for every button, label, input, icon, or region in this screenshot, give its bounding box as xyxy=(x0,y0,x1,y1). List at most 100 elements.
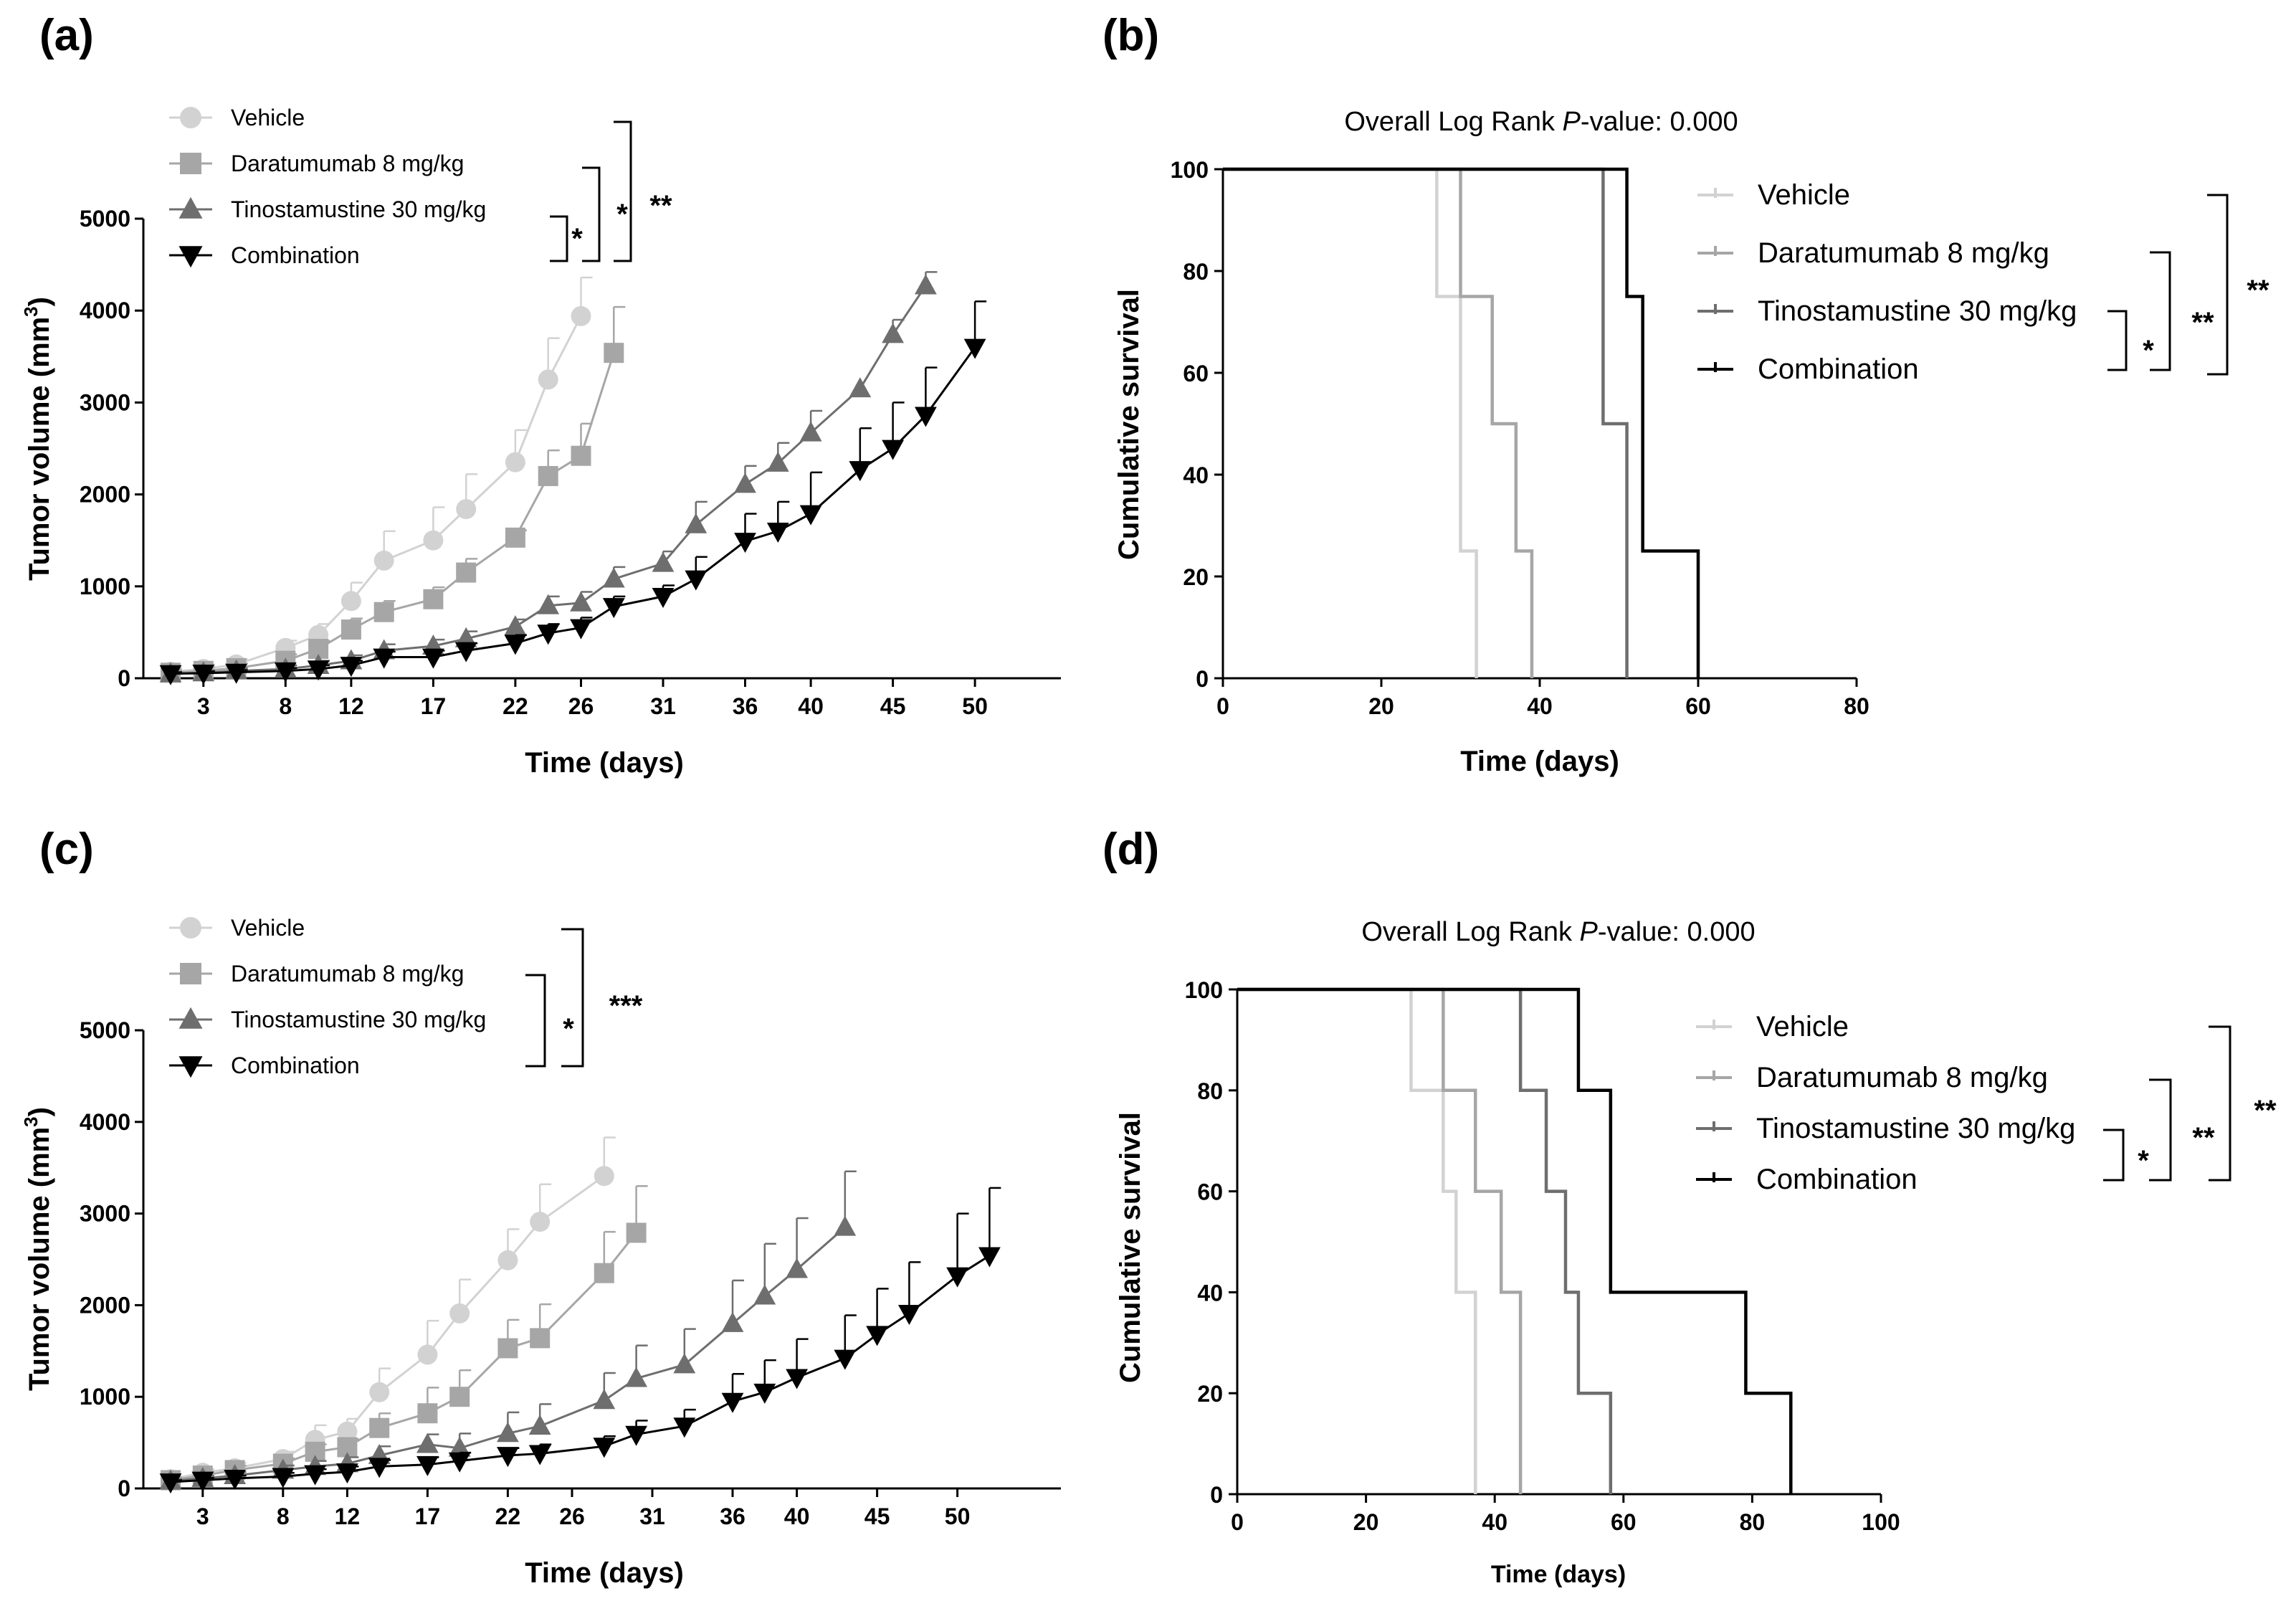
y-tick-label: 20 xyxy=(1183,564,1209,590)
data-point xyxy=(753,1284,776,1305)
x-tick-label: 36 xyxy=(720,1503,746,1529)
data-point xyxy=(307,660,330,681)
data-point xyxy=(497,1338,518,1359)
survival-curve xyxy=(1237,987,1523,1494)
y-tick-label: 0 xyxy=(1196,666,1209,692)
data-point xyxy=(178,246,203,268)
data-point xyxy=(417,1344,438,1365)
data-point xyxy=(799,421,822,442)
y-tick-label: 60 xyxy=(1183,361,1209,386)
survival-curve xyxy=(1237,987,1793,1494)
y-tick-label: 3000 xyxy=(80,1201,130,1227)
data-point xyxy=(340,619,361,640)
legend-label: Combination xyxy=(231,1053,360,1078)
data-point xyxy=(849,377,872,398)
data-point xyxy=(180,963,201,984)
data-point xyxy=(448,1452,471,1473)
data-point xyxy=(505,452,525,472)
legend: Vehicle Daratumumab 8 mg/kg Tinostamustine… xyxy=(1696,1011,2075,1195)
x-tick-label: 100 xyxy=(1862,1509,1900,1535)
data-point xyxy=(537,624,560,645)
data-point xyxy=(673,1353,696,1374)
y-tick-label: 100 xyxy=(1185,977,1223,1003)
y-tick-label: 4000 xyxy=(80,1109,130,1135)
data-point xyxy=(602,567,625,588)
panel-b-survival: (b) Overall Log Rank P-value: 0.000 0 20 4… xyxy=(1102,11,2269,777)
significance-label: ** xyxy=(2254,1095,2277,1126)
panel-c-tumor-volume: (c) 0 1000 2000 3000 4000 5000 3 8 12 17 22 26 31 36 4… xyxy=(20,825,1061,1589)
data-point xyxy=(448,1436,471,1457)
data-point xyxy=(898,1305,920,1326)
data-point xyxy=(734,472,756,493)
data-point xyxy=(530,1212,551,1232)
y-tick-label: 4000 xyxy=(80,298,130,323)
data-point xyxy=(786,1258,808,1278)
data-point xyxy=(449,1387,470,1407)
data-point xyxy=(915,407,937,427)
x-tick-label: 36 xyxy=(733,693,758,719)
data-point xyxy=(571,305,591,326)
legend-label: Tinostamustine 30 mg/kg xyxy=(1756,1113,2075,1144)
y-tick-label: 40 xyxy=(1183,462,1209,488)
legend-label: Daratumumab 8 mg/kg xyxy=(231,961,464,987)
y-tick-label: 3000 xyxy=(80,389,130,415)
data-point xyxy=(882,323,904,343)
data-point xyxy=(915,274,937,295)
x-tick-label: 60 xyxy=(1685,693,1711,719)
y-axis-title: Tumor volume (mm3) xyxy=(20,1107,55,1391)
data-point xyxy=(504,615,527,636)
x-tick-label: 80 xyxy=(1740,1509,1766,1535)
data-point xyxy=(593,1389,616,1410)
tick-labels: 0 20 40 60 80 100 0 20 40 60 80 xyxy=(1171,157,1869,719)
x-tick-label: 8 xyxy=(279,693,292,719)
data-point xyxy=(593,1438,616,1458)
data-point xyxy=(946,1267,968,1288)
significance-brackets xyxy=(2103,1025,2231,1182)
significance-label: ** xyxy=(649,190,672,222)
series-group xyxy=(159,271,987,685)
data-point xyxy=(368,1458,391,1478)
data-point xyxy=(178,1056,203,1078)
significance-label: * xyxy=(2138,1145,2149,1177)
legend-label: Vehicle xyxy=(1758,179,1850,211)
data-point xyxy=(505,527,525,548)
tick-labels: 0 1000 2000 3000 4000 5000 3 8 12 17 22 26 31 36 40 45 5… xyxy=(80,206,988,719)
x-tick-label: 0 xyxy=(1231,1509,1244,1535)
data-point xyxy=(340,657,363,678)
x-tick-label: 40 xyxy=(798,693,824,719)
chart-title: Overall Log Rank P-value: 0.000 xyxy=(1344,107,1738,137)
significance-label: ** xyxy=(2192,1122,2215,1154)
panel-d-survival: (d) Overall Log Rank P-value: 0.000 0 20 4… xyxy=(1102,825,2277,1588)
legend-label: Vehicle xyxy=(1756,1011,1849,1042)
y-tick-label: 20 xyxy=(1197,1381,1223,1407)
panel-letter: (c) xyxy=(39,825,94,874)
data-point xyxy=(594,1263,614,1283)
legend-label: Combination xyxy=(1756,1164,1918,1195)
data-point xyxy=(504,635,527,655)
x-tick-label: 40 xyxy=(784,1503,810,1529)
y-tick-label: 2000 xyxy=(80,482,130,508)
data-point xyxy=(882,440,904,460)
data-point xyxy=(530,1328,551,1349)
x-tick-label: 31 xyxy=(639,1503,665,1529)
series-group xyxy=(1237,987,1793,1494)
series-group xyxy=(159,1136,1001,1494)
legend-label: Daratumumab 8 mg/kg xyxy=(1758,237,2049,269)
data-point xyxy=(766,451,789,472)
data-point xyxy=(673,1417,696,1438)
significance-label: * xyxy=(571,223,583,255)
data-point xyxy=(456,499,477,520)
x-tick-label: 40 xyxy=(1482,1509,1507,1535)
x-tick-label: 31 xyxy=(650,693,676,719)
data-point xyxy=(652,588,675,609)
data-point xyxy=(225,663,247,684)
data-point xyxy=(538,369,558,390)
survival-curve xyxy=(1237,987,1477,1494)
x-axis-title: Time (days) xyxy=(1491,1561,1626,1588)
data-point xyxy=(224,1470,246,1491)
x-tick-label: 22 xyxy=(495,1503,521,1529)
data-point xyxy=(159,665,182,685)
data-point xyxy=(422,648,444,669)
legend-label: Tinostamustine 30 mg/kg xyxy=(231,1007,486,1032)
